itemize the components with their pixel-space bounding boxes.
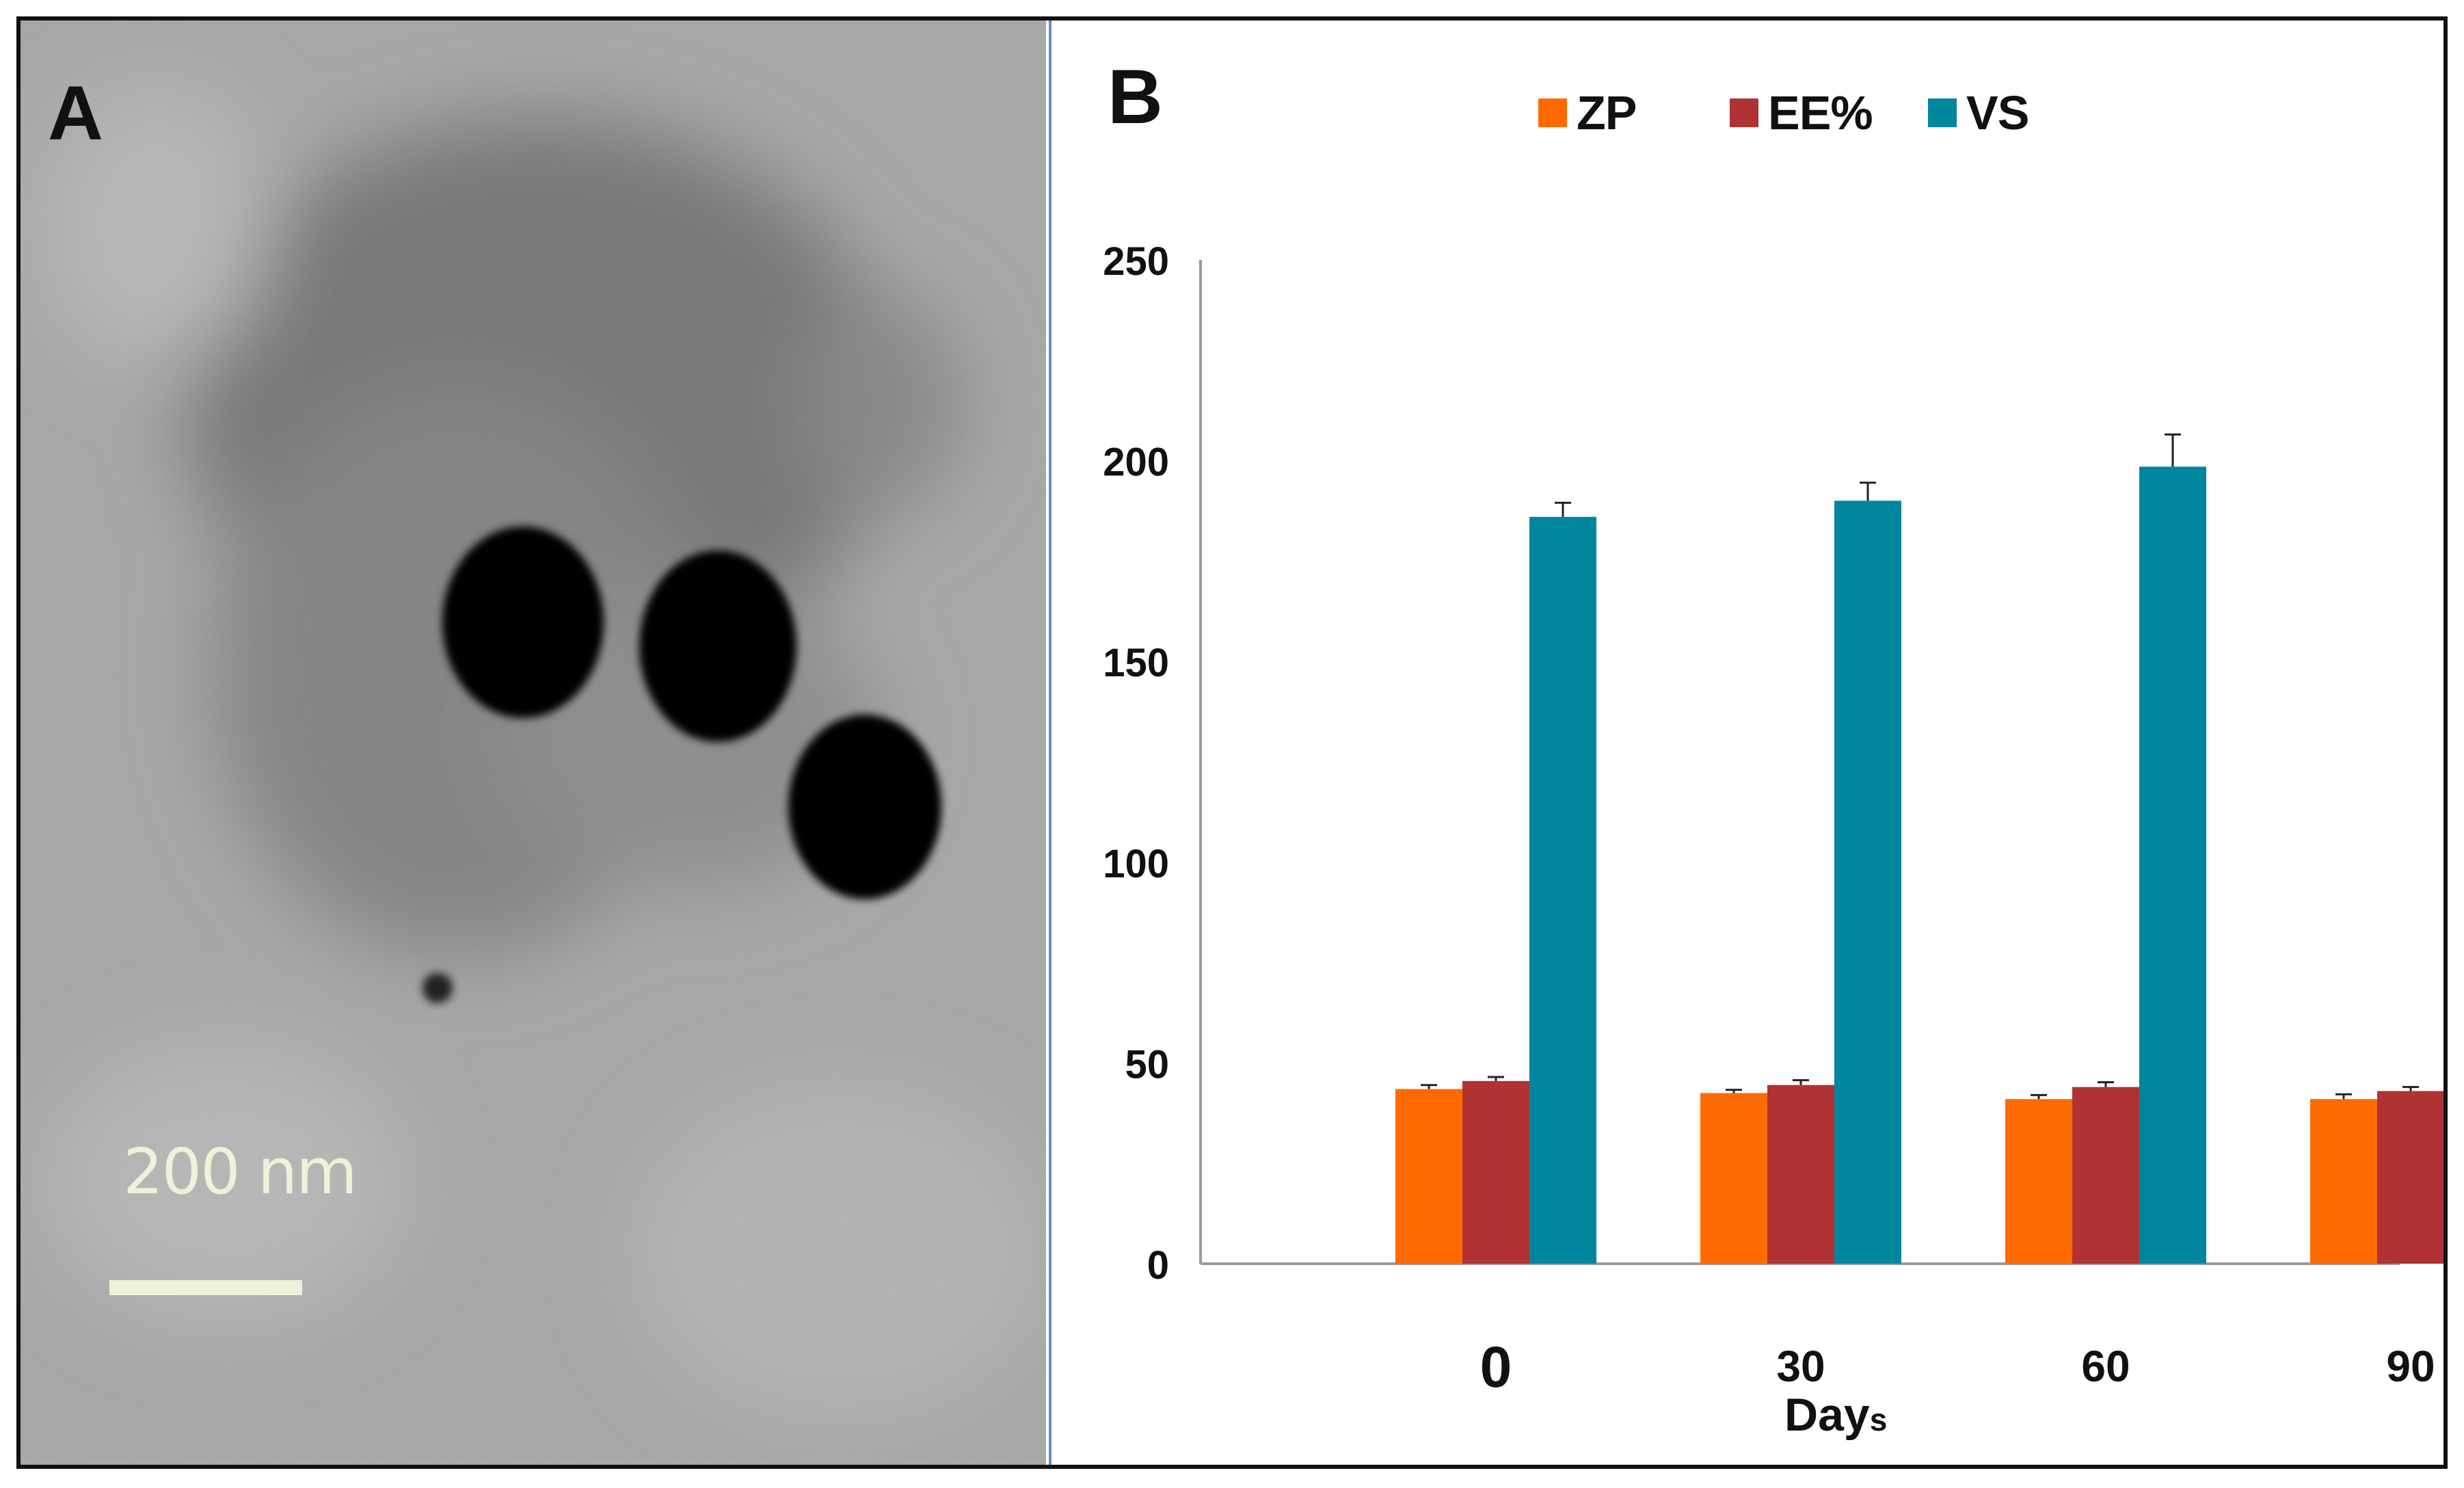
figure-frame: 0 50 100 150 200 250 0 30 60 90 A B 200 nm ZP EE%…: [16, 16, 2448, 1469]
bar-EE-0: [1462, 1080, 1529, 1264]
legend-swatch-ee: [1730, 98, 1758, 127]
legend-item-zp: ZP: [1538, 85, 1637, 140]
x-axis-title: Days: [1784, 1388, 1887, 1442]
legend-swatch-zp: [1538, 98, 1567, 127]
scale-bar: [109, 1280, 302, 1295]
y-tick-label-250: 250: [1103, 239, 1169, 284]
x-tick-label-60: 60: [2081, 1342, 2130, 1391]
legend-label-ee: EE%: [1768, 86, 1873, 140]
tem-micrograph-panel: [21, 21, 1046, 1465]
bar-ZP-60: [2005, 1099, 2072, 1264]
x-axis-title-main: Day: [1784, 1389, 1870, 1441]
bar-ZP-0: [1395, 1089, 1462, 1264]
legend-swatch-vs: [1928, 98, 1957, 127]
bar-VS-60: [2139, 466, 2206, 1264]
y-tick-label-150: 150: [1103, 641, 1169, 685]
legend-item-vs: VS: [1928, 85, 2029, 140]
x-tick-label-30: 30: [1776, 1342, 1825, 1391]
bar-EE-30: [1767, 1085, 1834, 1264]
bar-EE-90: [2377, 1091, 2443, 1264]
x-axis-title-suffix: s: [1869, 1402, 1888, 1437]
bar-chart-panel: 0 50 100 150 200 250 0 30 60 90: [1054, 21, 2443, 1465]
y-tick-label-200: 200: [1103, 440, 1169, 485]
bar-EE-60: [2072, 1087, 2139, 1264]
bar-VS-0: [1529, 516, 1596, 1264]
y-tick-label-0: 0: [1147, 1243, 1169, 1288]
x-tick-label-0: 0: [1480, 1335, 1512, 1399]
legend-label-zp: ZP: [1577, 86, 1637, 140]
bar-VS-30: [1834, 501, 1901, 1264]
tem-micrograph-image: [21, 21, 1046, 1465]
panel-letter-a: A: [48, 70, 103, 156]
legend-item-ee: EE%: [1730, 85, 1873, 140]
bar-ZP-30: [1700, 1093, 1767, 1264]
y-tick-label-100: 100: [1103, 842, 1169, 886]
panel-divider: [1049, 21, 1052, 1465]
y-tick-label-50: 50: [1125, 1042, 1169, 1087]
legend-label-vs: VS: [1966, 86, 2029, 140]
scale-bar-label: 200 nm: [123, 1135, 358, 1208]
bar-ZP-90: [2310, 1099, 2377, 1264]
bar-chart: 0 50 100 150 200 250 0 30 60 90: [1103, 239, 2443, 1399]
panel-letter-b: B: [1108, 54, 1163, 140]
x-tick-label-90: 90: [2386, 1342, 2435, 1391]
